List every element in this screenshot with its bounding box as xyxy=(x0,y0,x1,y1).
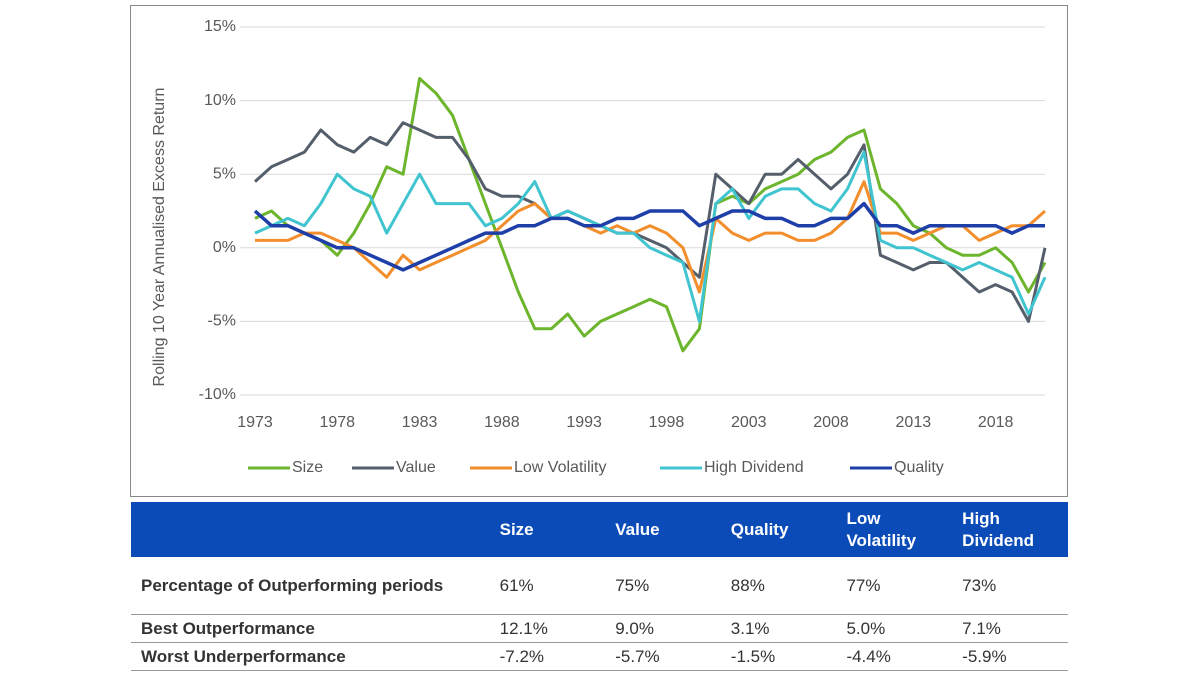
table-cell: -1.5% xyxy=(720,642,837,671)
table-cell: 75% xyxy=(605,557,721,615)
legend-label: High Dividend xyxy=(704,459,804,476)
chart-frame xyxy=(130,5,1068,497)
x-tick-label: 2003 xyxy=(731,414,767,431)
legend-label: Quality xyxy=(894,459,944,476)
y-axis-title: Rolling 10 Year Annualised Excess Return xyxy=(151,88,168,387)
x-tick-label: 1998 xyxy=(649,414,685,431)
column-header: Low Volatility xyxy=(836,502,953,557)
legend-item: Low Volatility xyxy=(470,459,607,476)
legend-item: Size xyxy=(248,459,323,476)
series-line xyxy=(253,201,1045,272)
header-row: Size Value Quality Low Volatility High Divid… xyxy=(131,502,1068,557)
series-line xyxy=(254,77,1047,353)
table-cell: -4.4% xyxy=(836,642,953,671)
x-tick-label: 2013 xyxy=(896,414,932,431)
series-line xyxy=(254,150,1047,323)
table-cell: 7.1% xyxy=(952,614,1068,643)
series-line xyxy=(255,180,1046,294)
legend-label: Size xyxy=(292,459,323,476)
table-cell: 73% xyxy=(952,557,1068,615)
column-header: Size xyxy=(489,502,606,557)
chart: Rolling 10 Year Annualised Excess Return… xyxy=(151,18,1047,476)
x-tick-label: 1993 xyxy=(566,414,602,431)
y-tick-label: 5% xyxy=(213,165,236,182)
table-cell: -5.7% xyxy=(605,642,721,671)
legend-item: Value xyxy=(352,459,436,476)
x-tick-label: 1978 xyxy=(319,414,355,431)
x-tick-label: 1973 xyxy=(237,414,273,431)
row-label: Best Outperformance xyxy=(131,614,490,643)
x-tick-label: 2008 xyxy=(813,414,849,431)
table-cell: -7.2% xyxy=(489,642,606,671)
table-cell: 3.1% xyxy=(720,614,837,643)
column-header: High Dividend xyxy=(952,502,1068,557)
y-tick-label: 10% xyxy=(204,92,236,109)
y-tick-label: 15% xyxy=(204,18,236,35)
table-row: Worst Underperformance -7.2% -5.7% -1.5% -4.… xyxy=(131,642,1068,671)
row-label: Percentage of Outperforming periods xyxy=(131,557,490,615)
table-cell: -5.9% xyxy=(952,642,1068,671)
x-tick-label: 1983 xyxy=(402,414,438,431)
series-line xyxy=(253,121,1047,323)
table-row: Best Outperformance 12.1% 9.0% 3.1% 5.0% 7.1% xyxy=(131,614,1068,643)
x-tick-label: 2018 xyxy=(978,414,1014,431)
legend-item: Quality xyxy=(850,459,944,476)
table-row: Percentage of Outperforming periods 61% 75… xyxy=(131,557,1068,615)
legend-label: Value xyxy=(396,459,436,476)
x-tick-label: 1988 xyxy=(484,414,520,431)
column-header: Quality xyxy=(720,502,837,557)
table-cell: 12.1% xyxy=(489,614,606,643)
row-label: Worst Underperformance xyxy=(131,642,490,671)
y-tick-label: 0% xyxy=(213,239,236,256)
table-cell: 9.0% xyxy=(605,614,721,643)
y-tick-label: -5% xyxy=(208,313,236,330)
table-cell: 88% xyxy=(720,557,837,615)
column-header: Value xyxy=(605,502,721,557)
summary-table: Size Value Quality Low Volatility High Divid… xyxy=(131,502,1068,671)
header-cell xyxy=(131,502,490,557)
y-tick-label: -10% xyxy=(199,386,236,403)
legend-item: High Dividend xyxy=(660,459,804,476)
legend-label: Low Volatility xyxy=(514,459,607,476)
table-cell: 5.0% xyxy=(836,614,953,643)
table-cell: 61% xyxy=(489,557,606,615)
table-cell: 77% xyxy=(836,557,953,615)
